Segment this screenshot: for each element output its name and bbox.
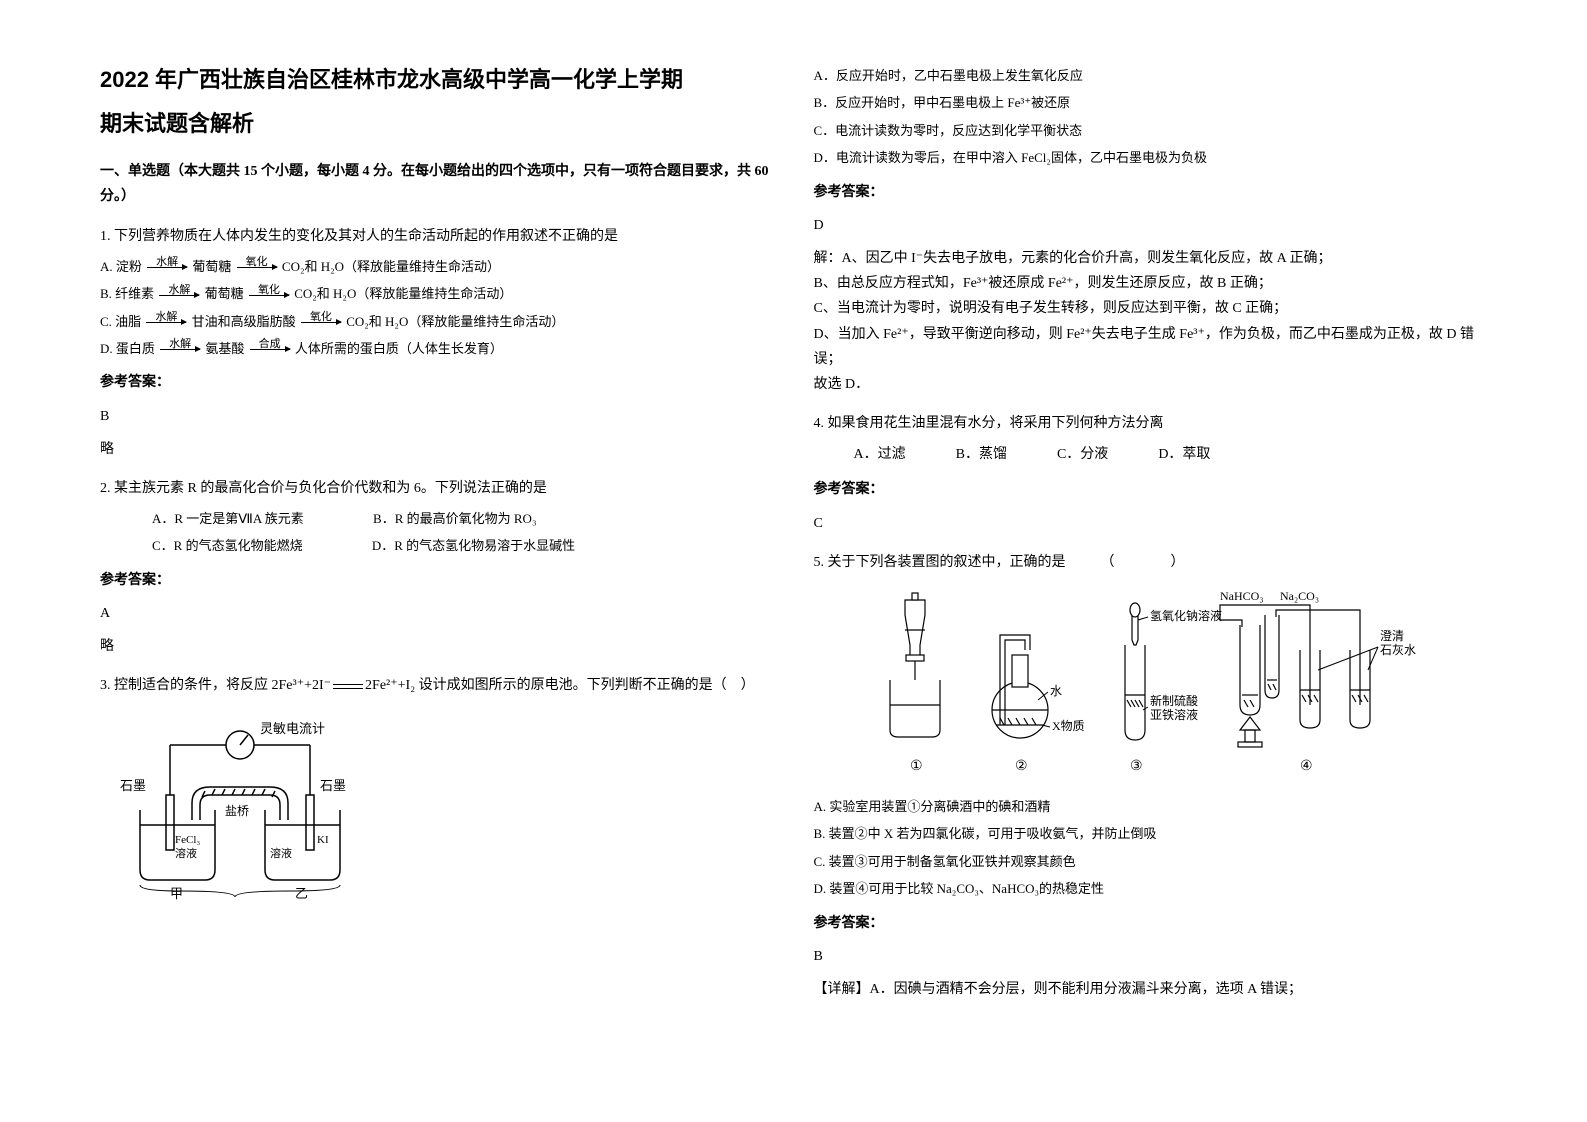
q1-optA-tail: CO₂和 H₂O（释放能量维持生命活动）	[282, 259, 500, 274]
q1-optD-tail: 人体所需的蛋白质（人体生长发育）	[295, 341, 503, 356]
title-line2: 期末试题含解析	[100, 104, 774, 144]
q1-optB-mid1: 葡萄糖	[205, 286, 244, 301]
na2co3-label: Na₂CO₃	[1280, 589, 1319, 603]
q3-stem: 3. 控制适合的条件，将反应 2Fe³⁺+2I⁻ 2Fe²⁺+I₂ 设计成如图所示…	[100, 673, 774, 698]
q5-optC: C. 装置③可用于制备氢氧化亚铁并观察其颜色	[814, 850, 1488, 873]
q2-optA: A．R 一定是第ⅦA 族元素	[126, 507, 304, 530]
q4-optB: B．蒸馏	[956, 442, 1007, 467]
q1-optB-step2: 氧化	[258, 281, 280, 301]
lime-label: 澄清石灰水	[1380, 628, 1416, 657]
meter-label: 灵敏电流计	[260, 721, 325, 736]
q2-optD: D．R 的气态氢化物易溶于水显碱性	[346, 534, 575, 557]
q1-optD-step2: 合成	[259, 335, 281, 355]
x-label: X物质	[1052, 719, 1085, 733]
q1-optC-step1: 水解	[155, 308, 177, 328]
q3-explain4: D、当加入 Fe²⁺，导致平衡逆向移动，则 Fe²⁺失去电子生成 Fe³⁺，作为…	[814, 322, 1488, 372]
q2-options-row2: C．R 的气态氢化物能燃烧 D．R 的气态氢化物易溶于水显碱性	[100, 534, 774, 557]
left-electrode-label: 石墨	[120, 778, 146, 793]
q3-stem-pre: 3. 控制适合的条件，将反应 2Fe³⁺+2I⁻	[100, 678, 331, 693]
q2-answer: A	[100, 601, 774, 626]
q4-optD: D．萃取	[1158, 442, 1210, 467]
q2-stem: 2. 某主族元素 R 的最高化合价与负化合价代数和为 6。下列说法正确的是	[100, 476, 774, 501]
q1-optB-prefix: B. 纤维素	[100, 286, 154, 301]
q3-optA: A．反应开始时，乙中石墨电极上发生氧化反应	[814, 64, 1488, 87]
q3-answer: D	[814, 213, 1488, 238]
q3-stem-post: 2Fe²⁺+I₂ 设计成如图所示的原电池。下列判断不正确的是（ ）	[365, 678, 755, 693]
q3-optB: B．反应开始时，甲中石墨电极上 Fe³⁺被还原	[814, 91, 1488, 114]
nahco3-label: NaHCO₃	[1220, 589, 1264, 603]
section1-header: 一、单选题（本大题共 15 个小题，每小题 4 分。在每小题给出的四个选项中，只…	[100, 159, 774, 209]
q4-optA: A．过滤	[854, 442, 906, 467]
q4-options: A．过滤 B．蒸馏 C．分液 D．萃取	[854, 442, 1488, 467]
feso4-label: 新制硫酸亚铁溶液	[1150, 693, 1198, 722]
q3-answer-label: 参考答案：	[814, 180, 1488, 205]
bridge-label: 盐桥	[225, 804, 249, 818]
apparatus-num2: ②	[1015, 759, 1028, 774]
q1-optD-step1: 水解	[169, 335, 191, 355]
q5-apparatus-diagram: 氢氧化钠溶液 水 X物质 新制硫酸亚铁溶液 NaHCO₃ Na₂CO₃ 澄清石灰…	[870, 585, 1430, 785]
apparatus-num4: ④	[1300, 759, 1313, 774]
q1-optC: C. 油脂 水解 甘油和高级脂肪酸 氧化 CO₂和 H₂O（释放能量维持生命活动…	[100, 310, 774, 333]
q3-optD: D．电流计读数为零后，在甲中溶入 FeCl₂固体，乙中石墨电极为负极	[814, 146, 1488, 169]
q1-optD-prefix: D. 蛋白质	[100, 341, 155, 356]
q2-answer-label: 参考答案：	[100, 568, 774, 593]
q1-optC-tail: CO₂和 H₂O（释放能量维持生命活动）	[346, 314, 564, 329]
q1-explain: 略	[100, 437, 774, 462]
q1-optC-step2: 氧化	[310, 308, 332, 328]
water-label: 水	[1050, 684, 1062, 698]
q1-optA-prefix: A. 淀粉	[100, 259, 142, 274]
q5-optB: B. 装置②中 X 若为四氯化碳，可用于吸收氨气，并防止倒吸	[814, 822, 1488, 845]
q1-answer: B	[100, 404, 774, 429]
apparatus-num3: ③	[1130, 759, 1143, 774]
q1-optA-step2: 氧化	[246, 253, 268, 273]
q1-answer-label: 参考答案：	[100, 370, 774, 395]
left-sol-label: FeCl₃	[175, 834, 200, 846]
q3-explain5: 故选 D．	[814, 372, 1488, 397]
q5-answer-label: 参考答案：	[814, 911, 1488, 936]
q5-answer: B	[814, 944, 1488, 969]
q2-optB: B．R 的最高价氧化物为 RO₃	[347, 507, 536, 530]
q4-stem: 4. 如果食用花生油里混有水分，将采用下列何种方法分离	[814, 411, 1488, 436]
q3-explain1: 解：A、因乙中 I⁻失去电子放电，元素的化合价升高，则发生氧化反应，故 A 正确…	[814, 246, 1488, 271]
right-sol-text: 溶液	[270, 846, 292, 860]
q5-optD: D. 装置④可用于比较 Na₂CO₃、NaHCO₃的热稳定性	[814, 877, 1488, 900]
q1-optB-tail: CO₂和 H₂O（释放能量维持生命活动）	[294, 286, 512, 301]
q3-explain3: C、当电流计为零时，说明没有电子发生转移，则反应达到平衡，故 C 正确；	[814, 296, 1488, 321]
left-sol-text: 溶液	[175, 846, 197, 860]
naoh-label: 氢氧化钠溶液	[1150, 608, 1222, 623]
q1-stem: 1. 下列营养物质在人体内发生的变化及其对人的生命活动所起的作用叙述不正确的是	[100, 224, 774, 249]
title-line1: 2022 年广西壮族自治区桂林市龙水高级中学高一化学上学期	[100, 60, 774, 100]
q3-optC: C．电流计读数为零时，反应达到化学平衡状态	[814, 119, 1488, 142]
right-sol-label: KI	[317, 834, 329, 846]
q1-optB: B. 纤维素 水解 葡萄糖 氧化 CO₂和 H₂O（释放能量维持生命活动）	[100, 282, 774, 305]
q1-optA: A. 淀粉 水解 葡萄糖 氧化 CO₂和 H₂O（释放能量维持生命活动）	[100, 255, 774, 278]
q3-circuit-diagram: 灵敏电流计 石墨 石墨 盐桥 FeCl₃ 溶液 KI 溶液 甲 乙	[120, 715, 360, 905]
q5-stem: 5. 关于下列各装置图的叙述中，正确的是 （ ）	[814, 550, 1488, 575]
q1-optD: D. 蛋白质 水解 氨基酸 合成 人体所需的蛋白质（人体生长发育）	[100, 337, 774, 360]
q1-optC-prefix: C. 油脂	[100, 314, 141, 329]
q1-optA-mid1: 葡萄糖	[192, 259, 231, 274]
q4-answer-label: 参考答案：	[814, 477, 1488, 502]
q2-options-row1: A．R 一定是第ⅦA 族元素 B．R 的最高价氧化物为 RO₃	[100, 507, 774, 530]
q4-optC: C．分液	[1057, 442, 1108, 467]
q2-explain: 略	[100, 634, 774, 659]
apparatus-num1: ①	[910, 759, 923, 774]
q1-optA-step1: 水解	[156, 253, 178, 273]
right-cup-label: 乙	[295, 886, 308, 901]
q2-optC: C．R 的气态氢化物能燃烧	[126, 534, 303, 557]
left-cup-label: 甲	[170, 886, 183, 901]
q5-optA: A. 实验室用装置①分离碘酒中的碘和酒精	[814, 795, 1488, 818]
q1-optD-mid1: 氨基酸	[205, 341, 244, 356]
q5-explain: 【详解】A．因碘与酒精不会分层，则不能利用分液漏斗来分离，选项 A 错误；	[814, 977, 1488, 1002]
q4-answer: C	[814, 511, 1488, 536]
q3-explain2: B、由总反应方程式知，Fe³⁺被还原成 Fe²⁺，则发生还原反应，故 B 正确；	[814, 271, 1488, 296]
right-electrode-label: 石墨	[320, 778, 346, 793]
q1-optC-mid1: 甘油和高级脂肪酸	[192, 314, 296, 329]
q1-optB-step1: 水解	[168, 281, 190, 301]
